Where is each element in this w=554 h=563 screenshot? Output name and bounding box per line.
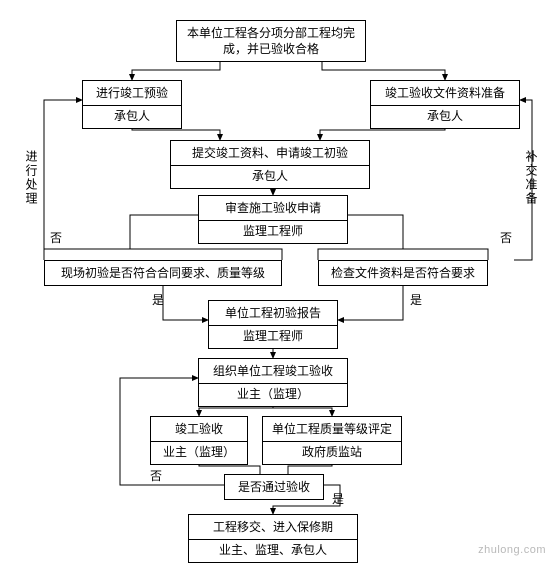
node-sitechk: 现场初验是否符合合同要求、质量等级: [44, 260, 282, 286]
node-pass-text: 是否通过验收: [225, 475, 323, 499]
node-docprep-text: 竣工验收文件资料准备: [371, 81, 519, 105]
node-submit-subtext: 承包人: [171, 165, 369, 188]
node-pass: 是否通过验收: [224, 474, 324, 500]
node-start: 本单位工程各分项分部工程均完成，并已验收合格: [176, 20, 366, 62]
edge-5: [44, 215, 198, 260]
node-sitechk-text: 现场初验是否符合合同要求、质量等级: [45, 261, 281, 285]
label-right_supp: 补交准备: [525, 150, 537, 206]
label-no1: 否: [50, 232, 62, 244]
edge-7: [348, 215, 488, 260]
edge-10: [163, 282, 208, 320]
node-docchk: 检查文件资料是否符合要求: [318, 260, 488, 286]
node-orgaccept: 组织单位工程竣工验收业主（监理）: [198, 358, 348, 407]
label-no3: 否: [150, 470, 162, 482]
edge-11: [338, 282, 403, 320]
node-submit: 提交竣工资料、申请竣工初验承包人: [170, 140, 370, 189]
node-handover: 工程移交、进入保修期业主、监理、承包人: [188, 514, 358, 563]
label-yes2: 是: [410, 294, 422, 306]
node-prerpt: 单位工程初验报告监理工程师: [208, 300, 338, 349]
node-handover-subtext: 业主、监理、承包人: [189, 539, 357, 562]
node-start-text: 本单位工程各分项分部工程均完成，并已验收合格: [177, 21, 365, 61]
edge-8: [318, 249, 403, 260]
node-review: 审查施工验收申请监理工程师: [198, 195, 348, 244]
node-orgaccept-text: 组织单位工程竣工验收: [199, 359, 347, 383]
node-review-text: 审查施工验收申请: [199, 196, 347, 220]
node-preinspect-text: 进行竣工预验: [83, 81, 181, 105]
node-grade: 单位工程质量等级评定政府质监站: [262, 416, 402, 465]
node-grade-text: 单位工程质量等级评定: [263, 417, 401, 441]
node-orgaccept-subtext: 业主（监理）: [199, 383, 347, 406]
node-docprep: 竣工验收文件资料准备承包人: [370, 80, 520, 129]
node-handover-text: 工程移交、进入保修期: [189, 515, 357, 539]
node-finalaccept-subtext: 业主（监理）: [151, 441, 247, 464]
node-preinspect: 进行竣工预验承包人: [82, 80, 182, 129]
node-docchk-text: 检查文件资料是否符合要求: [319, 261, 487, 285]
node-prerpt-subtext: 监理工程师: [209, 325, 337, 348]
node-prerpt-text: 单位工程初验报告: [209, 301, 337, 325]
label-yes3: 是: [332, 493, 344, 505]
label-left_process: 进行处理: [25, 150, 37, 206]
node-submit-text: 提交竣工资料、申请竣工初验: [171, 141, 369, 165]
label-no2: 否: [500, 232, 512, 244]
watermark: zhulong.com: [478, 544, 546, 556]
edge-6: [130, 249, 282, 260]
node-review-subtext: 监理工程师: [199, 220, 347, 243]
node-finalaccept-text: 竣工验收: [151, 417, 247, 441]
node-grade-subtext: 政府质监站: [263, 441, 401, 464]
node-finalaccept: 竣工验收业主（监理）: [150, 416, 248, 465]
label-yes1: 是: [152, 294, 164, 306]
edge-15: [273, 408, 332, 416]
node-docprep-subtext: 承包人: [371, 105, 519, 128]
node-preinspect-subtext: 承包人: [83, 105, 181, 128]
